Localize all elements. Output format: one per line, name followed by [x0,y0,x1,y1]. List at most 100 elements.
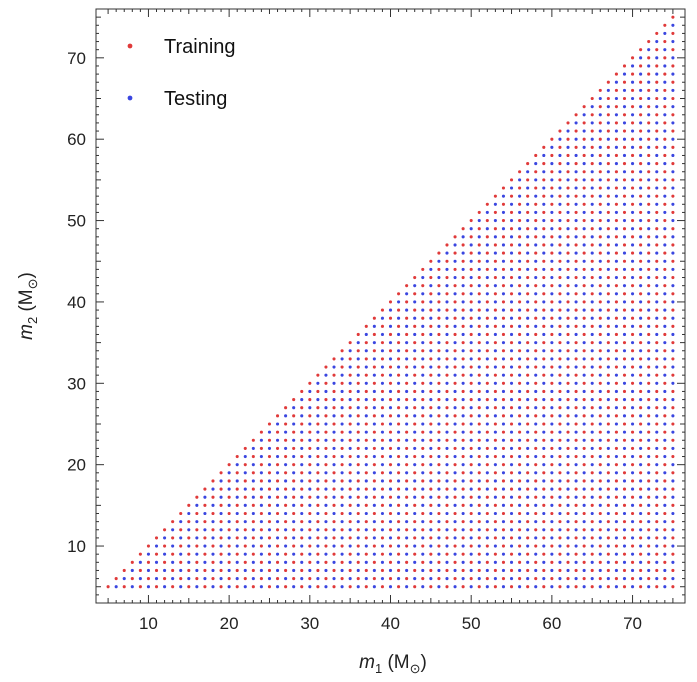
training-point [461,568,465,572]
testing-point [163,536,167,540]
testing-point [590,219,594,223]
training-point [606,471,610,475]
training-point [622,471,627,475]
testing-point [534,259,538,263]
testing-point [606,121,610,125]
testing-point [364,479,368,483]
testing-point [251,560,255,564]
training-point [671,568,675,572]
testing-point [598,324,602,328]
training-point [566,398,570,402]
training-point [582,479,586,483]
training-point [453,560,457,564]
testing-point [356,406,360,410]
testing-point [259,568,263,572]
training-point [227,577,231,581]
training-point [413,275,417,280]
training-point [542,471,546,475]
testing-point [598,210,602,214]
training-point [316,520,320,524]
testing-point [275,438,280,442]
training-point [606,308,610,312]
training-point [671,80,675,84]
training-point [413,471,417,475]
training-point [550,528,554,532]
training-point [606,406,610,410]
testing-point [405,520,409,524]
testing-point [437,585,441,589]
training-point [655,406,659,410]
training-point [606,536,610,540]
testing-point [316,528,320,532]
training-point [647,251,651,255]
training-point [671,341,675,345]
testing-point [534,389,538,393]
testing-point [550,536,554,540]
testing-point [639,365,643,369]
testing-point [179,568,183,572]
testing-point [606,284,610,288]
testing-point [316,544,320,548]
testing-point [631,162,635,166]
testing-point [558,251,562,255]
training-point [493,341,497,345]
testing-point [372,487,376,491]
training-point [195,528,199,532]
testing-point [195,536,199,540]
training-point [509,520,514,524]
testing-point [243,585,247,589]
training-point [397,471,401,475]
training-point [574,259,578,263]
training-point [437,560,441,564]
testing-point [647,357,651,361]
training-point [606,487,610,491]
training-point [582,186,586,190]
testing-point [606,430,610,434]
testing-point [259,438,263,442]
training-point [340,544,344,548]
training-point [526,536,530,540]
testing-point [437,568,441,572]
testing-point [429,284,433,288]
testing-point [421,552,425,556]
testing-point [582,308,586,312]
training-point [332,438,336,442]
testing-point [461,398,465,402]
training-point [639,389,643,393]
testing-point [655,186,659,190]
testing-point [461,235,465,239]
training-point [413,438,417,442]
testing-point [243,503,247,507]
training-point [469,284,473,288]
training-point [647,560,651,564]
training-point [655,162,659,166]
training-point [493,357,497,361]
training-point [421,479,425,483]
training-point [300,487,304,491]
training-point [461,438,465,442]
training-point [421,398,425,402]
training-point [606,585,610,589]
testing-point [631,227,635,231]
testing-point [542,381,546,385]
training-point [405,284,409,288]
testing-point [534,552,538,556]
testing-point [485,585,489,589]
training-point [566,153,570,158]
training-point [324,511,328,516]
testing-point [380,446,384,450]
testing-point [469,585,473,589]
testing-point [493,446,497,450]
testing-point [566,227,570,231]
training-point [534,186,538,190]
training-point [622,389,627,393]
training-point [614,267,618,271]
training-point [509,503,514,507]
testing-point [566,194,570,198]
training-point [631,72,635,76]
testing-point [671,349,675,353]
training-point [655,259,659,263]
training-point [284,503,288,507]
testing-point [647,422,651,426]
training-point [356,511,360,516]
